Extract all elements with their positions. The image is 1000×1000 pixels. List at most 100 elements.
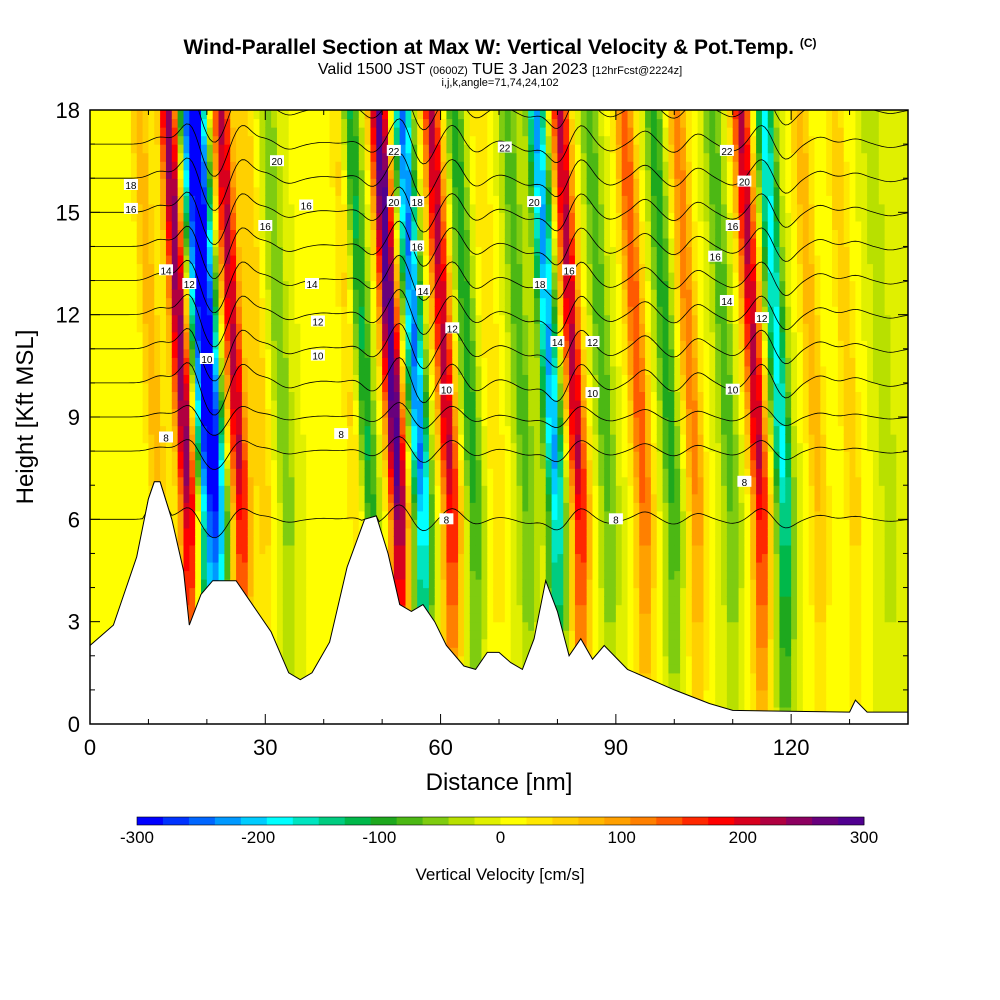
w-cell: [125, 306, 132, 316]
w-cell: [177, 493, 185, 503]
w-cell: [434, 289, 442, 299]
w-cell: [463, 613, 471, 623]
w-cell: [136, 340, 144, 350]
w-cell: [154, 203, 161, 213]
w-cell: [224, 195, 231, 205]
w-cell: [358, 263, 366, 273]
w-cell: [469, 544, 477, 555]
w-cell: [282, 186, 290, 196]
w-cell: [241, 561, 249, 572]
w-cell: [218, 519, 225, 529]
w-cell: [306, 459, 313, 469]
w-cell: [463, 195, 471, 205]
w-cell: [160, 135, 167, 145]
w-cell: [119, 340, 126, 350]
w-cell: [329, 135, 336, 145]
w-cell: [154, 314, 161, 324]
w-cell: [230, 476, 237, 486]
w-cell: [130, 161, 138, 171]
w-cell: [247, 382, 255, 393]
w-cell: [306, 212, 313, 222]
w-cell: [90, 212, 97, 222]
w-cell: [446, 263, 453, 273]
w-cell: [271, 178, 278, 188]
w-cell: [452, 186, 459, 196]
w-cell: [201, 434, 208, 444]
w-cell: [282, 399, 290, 410]
w-cell: [434, 570, 442, 580]
w-cell: [236, 382, 243, 393]
w-cell: [370, 289, 377, 299]
w-cell: [119, 272, 126, 282]
w-cell: [195, 195, 202, 205]
w-cell: [382, 306, 389, 316]
w-cell: [253, 510, 261, 520]
w-cell: [224, 468, 231, 478]
w-cell: [95, 399, 103, 410]
w-cell: [387, 536, 395, 546]
w-cell: [446, 561, 453, 572]
w-cell: [224, 417, 231, 427]
w-cell: [241, 254, 249, 265]
w-cell: [90, 178, 97, 188]
w-cell: [136, 365, 144, 375]
w-cell: [136, 246, 144, 256]
w-cell: [247, 493, 255, 503]
w-cell: [201, 510, 208, 520]
w-cell: [276, 587, 284, 597]
w-cell: [241, 425, 249, 435]
w-cell: [253, 254, 261, 265]
w-cell: [95, 442, 103, 452]
w-cell: [195, 340, 202, 350]
w-cell: [265, 272, 272, 282]
w-cell: [294, 348, 301, 358]
w-cell: [101, 289, 109, 299]
w-cell: [393, 510, 401, 520]
w-cell: [107, 510, 114, 520]
w-cell: [282, 306, 290, 316]
w-cell: [306, 596, 313, 606]
w-cell: [306, 664, 313, 674]
w-cell: [347, 399, 354, 410]
w-cell: [259, 246, 266, 256]
w-cell: [393, 561, 401, 572]
w-cell: [417, 468, 424, 478]
w-cell: [469, 613, 477, 623]
w-cell: [119, 212, 126, 222]
w-cell: [294, 118, 301, 128]
w-cell: [399, 587, 407, 597]
w-cell: [136, 468, 144, 478]
w-cell: [458, 442, 465, 452]
w-cell: [189, 144, 196, 154]
w-cell: [171, 127, 179, 137]
w-cell: [276, 493, 284, 503]
w-cell: [405, 587, 412, 597]
w-cell: [130, 186, 138, 196]
w-cell: [376, 417, 383, 427]
w-cell: [183, 587, 190, 597]
w-cell: [300, 519, 307, 529]
w-cell: [294, 127, 301, 137]
w-cell: [364, 374, 372, 384]
w-cell: [160, 425, 167, 435]
w-cell: [428, 408, 436, 418]
w-cell: [329, 553, 336, 563]
w-cell: [423, 195, 430, 205]
w-cell: [405, 459, 412, 469]
w-cell: [253, 152, 261, 162]
w-cell: [236, 118, 243, 128]
w-cell: [288, 459, 296, 469]
w-cell: [206, 493, 214, 503]
w-cell: [487, 340, 494, 350]
w-cell: [434, 110, 442, 120]
w-cell: [312, 587, 319, 597]
w-cell: [201, 391, 208, 401]
w-cell: [130, 536, 138, 546]
w-cell: [171, 408, 179, 418]
w-cell: [218, 263, 225, 273]
w-cell: [376, 280, 383, 290]
w-cell: [125, 254, 132, 265]
w-cell: [241, 297, 249, 307]
w-cell: [136, 485, 144, 495]
w-cell: [113, 527, 120, 537]
